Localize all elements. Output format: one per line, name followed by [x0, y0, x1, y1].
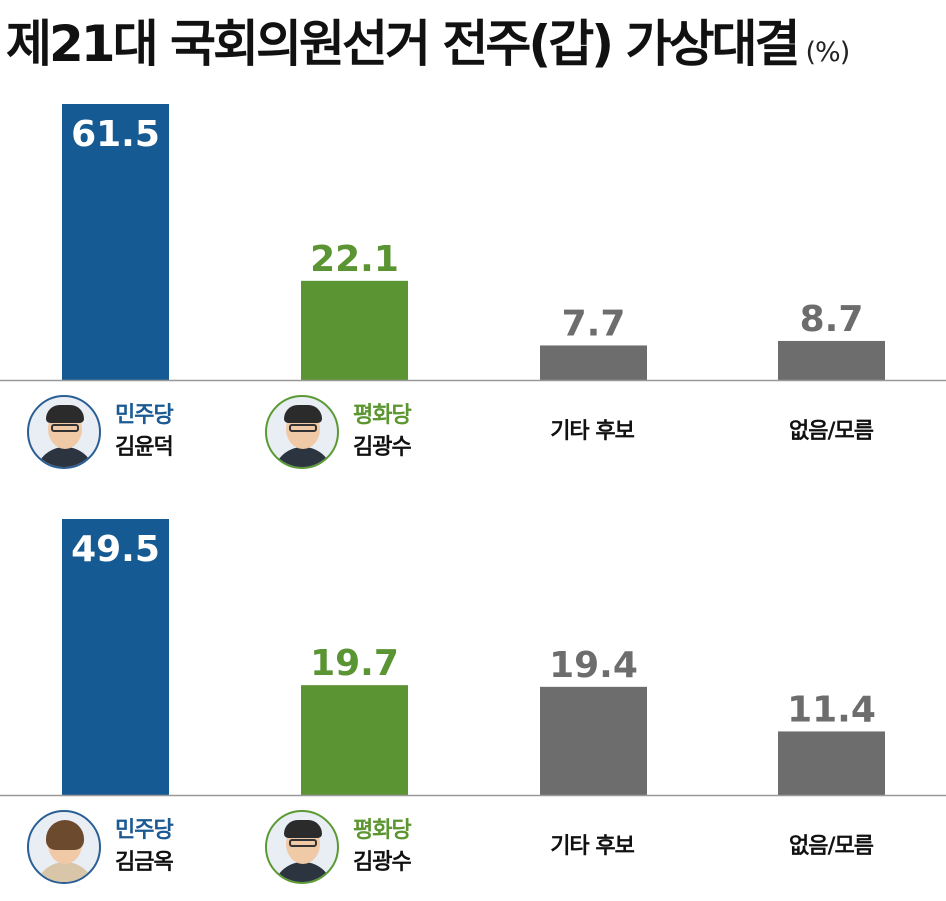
bar-2: [301, 280, 408, 380]
category-label-other: 기타 후보: [550, 834, 635, 859]
chart-2-plot: 49.5 19.7 19.4 11.4: [0, 519, 946, 797]
bar-value-label: 7.7: [562, 303, 626, 344]
bar-3: [540, 345, 647, 380]
bar-value-label: 19.7: [310, 643, 399, 684]
candidate-name: 김광수: [353, 435, 412, 460]
category-label-none: 없음/모름: [789, 419, 874, 444]
candidate-photo-kim-yun-deok: [27, 395, 101, 469]
bar-value-label: 19.4: [549, 645, 638, 686]
candidate-photo-kim-gwang-su: [265, 395, 339, 469]
party-label: 평화당: [353, 818, 412, 843]
title-area: 제21대 국회의원선거 전주(갑) 가상대결 (%): [6, 4, 851, 84]
category-label-none: 없음/모름: [789, 834, 874, 859]
candidate-photo-kim-gwang-su: [265, 810, 339, 884]
candidate-photo-kim-geum-ok: [27, 810, 101, 884]
chart-title: 제21대 국회의원선거 전주(갑) 가상대결: [6, 15, 801, 73]
party-label: 평화당: [353, 403, 412, 428]
chart-2-category-minju: 민주당 김금옥: [27, 807, 174, 887]
bar-3: [540, 686, 647, 795]
chart-2-category-pyeonghwa: 평화당 김광수: [265, 807, 412, 887]
chart-1-category-minju: 민주당 김윤덕: [27, 392, 174, 472]
unit-label: (%): [805, 37, 851, 68]
chart-1-category-pyeonghwa: 평화당 김광수: [265, 392, 412, 472]
party-label: 민주당: [115, 403, 174, 428]
chart-2: 49.5 19.7 19.4 11.4 민주당 김금옥 평화당 김광수 기타 후보 없…: [0, 515, 946, 895]
bar-4: [778, 731, 885, 795]
party-label: 민주당: [115, 818, 174, 843]
bar-value-label: 11.4: [787, 689, 876, 730]
candidate-name: 김광수: [353, 850, 412, 875]
bar-value-label: 61.5: [71, 114, 160, 155]
chart-1: 61.5 22.1 7.7 8.7 민주당 김윤덕 평화당 김광수 기타 후보 없음/…: [0, 100, 946, 480]
chart-1-plot: 61.5 22.1 7.7 8.7: [0, 104, 946, 382]
bar-value-label: 22.1: [310, 239, 399, 280]
category-label-other: 기타 후보: [550, 419, 635, 444]
candidate-name: 김금옥: [115, 850, 174, 875]
bar-value-label: 8.7: [800, 299, 864, 340]
bar-2: [301, 685, 408, 795]
bar-value-label: 49.5: [71, 529, 160, 570]
bar-1: [62, 104, 169, 380]
bar-4: [778, 340, 885, 380]
bar-1: [62, 519, 169, 795]
candidate-name: 김윤덕: [115, 435, 174, 460]
